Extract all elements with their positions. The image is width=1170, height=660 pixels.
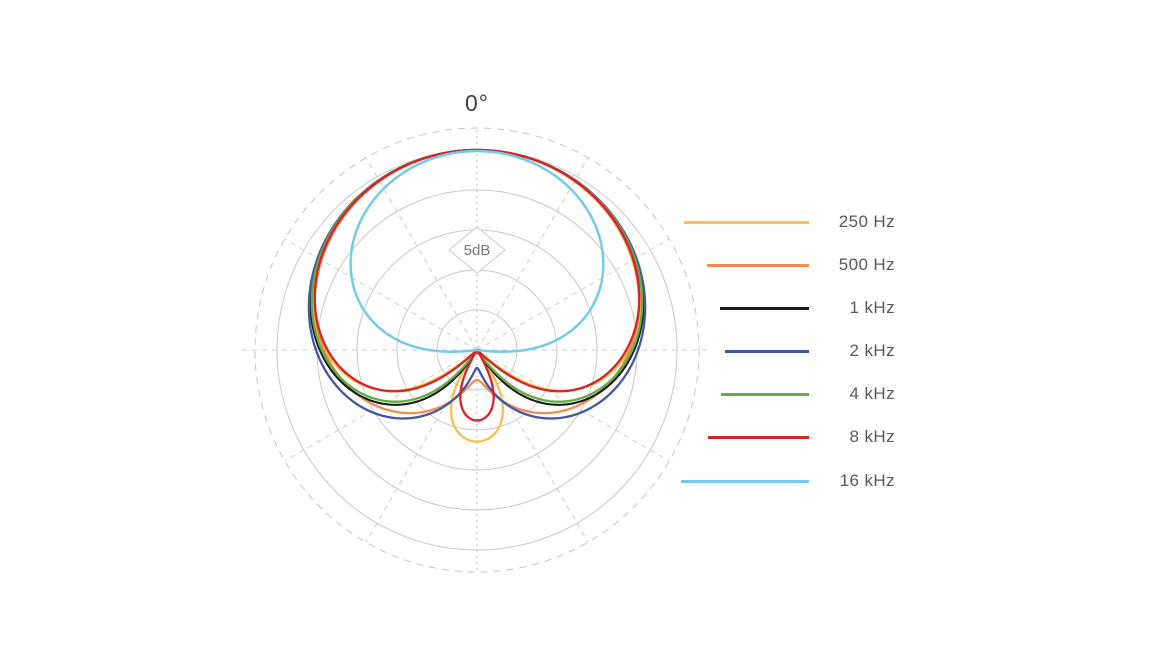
pattern-curves bbox=[307, 148, 647, 443]
grid-radial-150deg bbox=[476, 349, 589, 543]
legend-item-500-hz: 500 Hz bbox=[707, 255, 895, 275]
grid-outer-dashed-ring bbox=[254, 127, 700, 573]
legend-item-8-khz: 8 kHz bbox=[708, 427, 895, 447]
grid-radial-120deg bbox=[476, 349, 670, 462]
legend-label-1-khz: 1 kHz bbox=[849, 298, 895, 317]
grid-radial-210deg bbox=[365, 349, 478, 543]
radial-scale-badge: 5dB bbox=[448, 226, 506, 274]
legend-item-2-khz: 2 kHz bbox=[725, 341, 895, 361]
legend-swatch-4-khz bbox=[721, 392, 809, 396]
curve-2-khz bbox=[307, 148, 647, 420]
legend-label-500-hz: 500 Hz bbox=[838, 255, 895, 274]
legend-label-4-khz: 4 kHz bbox=[849, 384, 895, 403]
legend-swatch-2-khz bbox=[725, 349, 809, 353]
angle-0-label: 0° bbox=[465, 90, 489, 116]
legend-item-1-khz: 1 kHz bbox=[720, 298, 895, 318]
legend-swatch-1-khz bbox=[720, 306, 809, 310]
legend-item-250-hz: 250 Hz bbox=[684, 212, 895, 232]
grid-radial-30deg bbox=[476, 157, 589, 351]
legend-label-2-khz: 2 kHz bbox=[849, 341, 895, 360]
legend-item-4-khz: 4 kHz bbox=[721, 384, 895, 404]
scale-diamond bbox=[448, 226, 506, 274]
legend-item-16-khz: 16 kHz bbox=[681, 471, 895, 491]
curve-4-khz bbox=[310, 148, 644, 403]
grid-radial-240deg bbox=[284, 349, 478, 462]
legend-swatch-500-hz bbox=[707, 263, 809, 267]
curve-1-khz bbox=[309, 148, 645, 406]
curve-16-khz bbox=[349, 149, 605, 353]
curve-8-khz bbox=[313, 148, 641, 422]
radial-scale-label: 5dB bbox=[464, 242, 491, 259]
legend-label-16-khz: 16 kHz bbox=[839, 471, 895, 490]
grid-radial-330deg bbox=[365, 157, 478, 351]
legend-swatch-250-hz bbox=[684, 220, 809, 224]
legend-label-8-khz: 8 kHz bbox=[849, 427, 895, 446]
legend-swatch-16-khz bbox=[681, 479, 809, 483]
legend-label-250-hz: 250 Hz bbox=[838, 212, 895, 231]
legend-swatch-8-khz bbox=[708, 435, 809, 439]
